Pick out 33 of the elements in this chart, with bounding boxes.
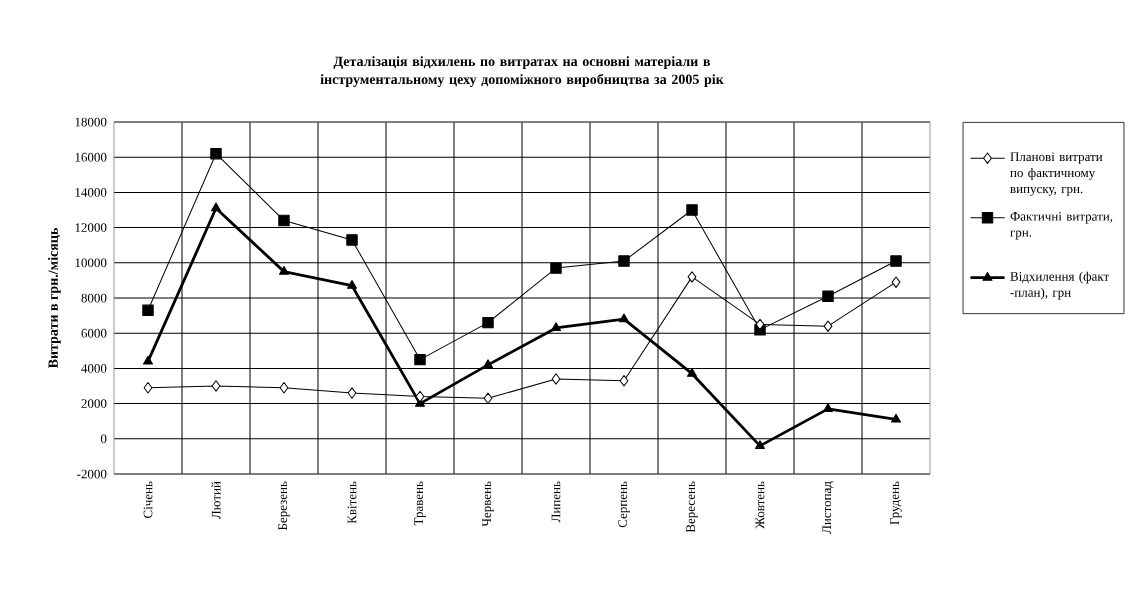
point [891,276,901,288]
point [823,320,833,332]
point [551,322,562,332]
point [142,304,154,317]
point [414,353,426,366]
point [890,255,902,267]
point [415,390,425,403]
point [278,214,290,227]
point [551,373,561,385]
point [143,355,153,365]
point [347,387,357,399]
point [143,382,153,394]
point [483,359,493,368]
point [755,318,765,331]
point [550,262,562,274]
point [346,279,357,289]
point [891,413,902,423]
point [755,440,765,449]
point [822,290,834,302]
point [619,313,629,323]
point [483,392,493,405]
point [823,403,834,412]
point [618,255,630,267]
point [619,375,629,387]
point [346,234,358,246]
point [210,147,222,160]
point [211,380,221,392]
point [687,271,697,283]
point [482,316,494,329]
point [279,382,289,394]
point [279,265,289,275]
point [211,202,222,212]
point [686,204,698,216]
